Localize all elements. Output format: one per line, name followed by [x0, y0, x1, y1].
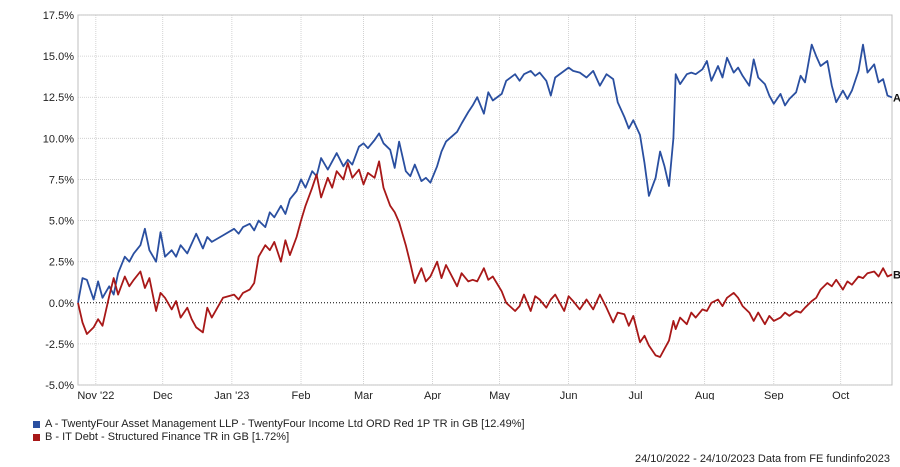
x-tick-label: Feb — [292, 390, 311, 400]
series-line-b — [77, 160, 893, 358]
y-tick-label: 15.0% — [43, 51, 74, 63]
series-end-labels: AB — [893, 92, 900, 281]
x-axis-tick-labels: Nov '22 Dec Jan '23 Feb Mar Apr May Jun Jul Aug Se… — [77, 390, 849, 400]
x-tick-label: Apr — [424, 390, 441, 400]
line-chart: -5.0% -2.5% 0.0% 2.5% 5.0% 7.5% 10.0% 12.5% 15.0… — [43, 10, 900, 400]
x-tick-label: Mar — [354, 390, 373, 400]
y-tick-label: 7.5% — [49, 174, 74, 186]
y-tick-label: 2.5% — [49, 257, 74, 269]
y-tick-label: 0.0% — [49, 298, 74, 310]
x-tick-label: May — [489, 390, 510, 400]
x-tick-label: Jun — [560, 390, 578, 400]
x-tick-label: Jul — [629, 390, 643, 400]
legend-item-b: B - IT Debt - Structured Finance TR in G… — [33, 431, 525, 444]
series-end-label-a: A — [893, 92, 900, 104]
series-line-a — [77, 43, 893, 303]
y-tick-label: 5.0% — [49, 216, 74, 228]
legend-swatch-b — [33, 434, 40, 441]
x-tick-label: Aug — [695, 390, 715, 400]
y-axis-tick-labels: -5.0% -2.5% 0.0% 2.5% 5.0% 7.5% 10.0% 12.5% 15.0… — [43, 10, 74, 392]
x-tick-label: Nov '22 — [77, 390, 114, 400]
x-tick-label: Sep — [764, 390, 784, 400]
x-tick-label: Oct — [832, 390, 849, 400]
legend-label-b: B - IT Debt - Structured Finance TR in G… — [45, 431, 290, 443]
y-tick-label: 10.0% — [43, 133, 74, 145]
legend-item-a: A - TwentyFour Asset Management LLP - Tw… — [33, 418, 525, 431]
series-end-label-b: B — [893, 269, 900, 281]
x-tick-label: Jan '23 — [214, 390, 249, 400]
y-tick-label: 12.5% — [43, 92, 74, 104]
x-tick-label: Dec — [153, 390, 173, 400]
legend-swatch-a — [33, 421, 40, 428]
source-note: 24/10/2022 - 24/10/2023 Data from FE fun… — [634, 453, 890, 465]
series-lines — [77, 43, 893, 358]
legend-label-a: A - TwentyFour Asset Management LLP - Tw… — [45, 418, 525, 430]
legend: A - TwentyFour Asset Management LLP - Tw… — [33, 418, 525, 444]
y-tick-label: -2.5% — [45, 339, 74, 351]
y-tick-label: -5.0% — [45, 380, 74, 392]
y-tick-label: 17.5% — [43, 10, 74, 22]
